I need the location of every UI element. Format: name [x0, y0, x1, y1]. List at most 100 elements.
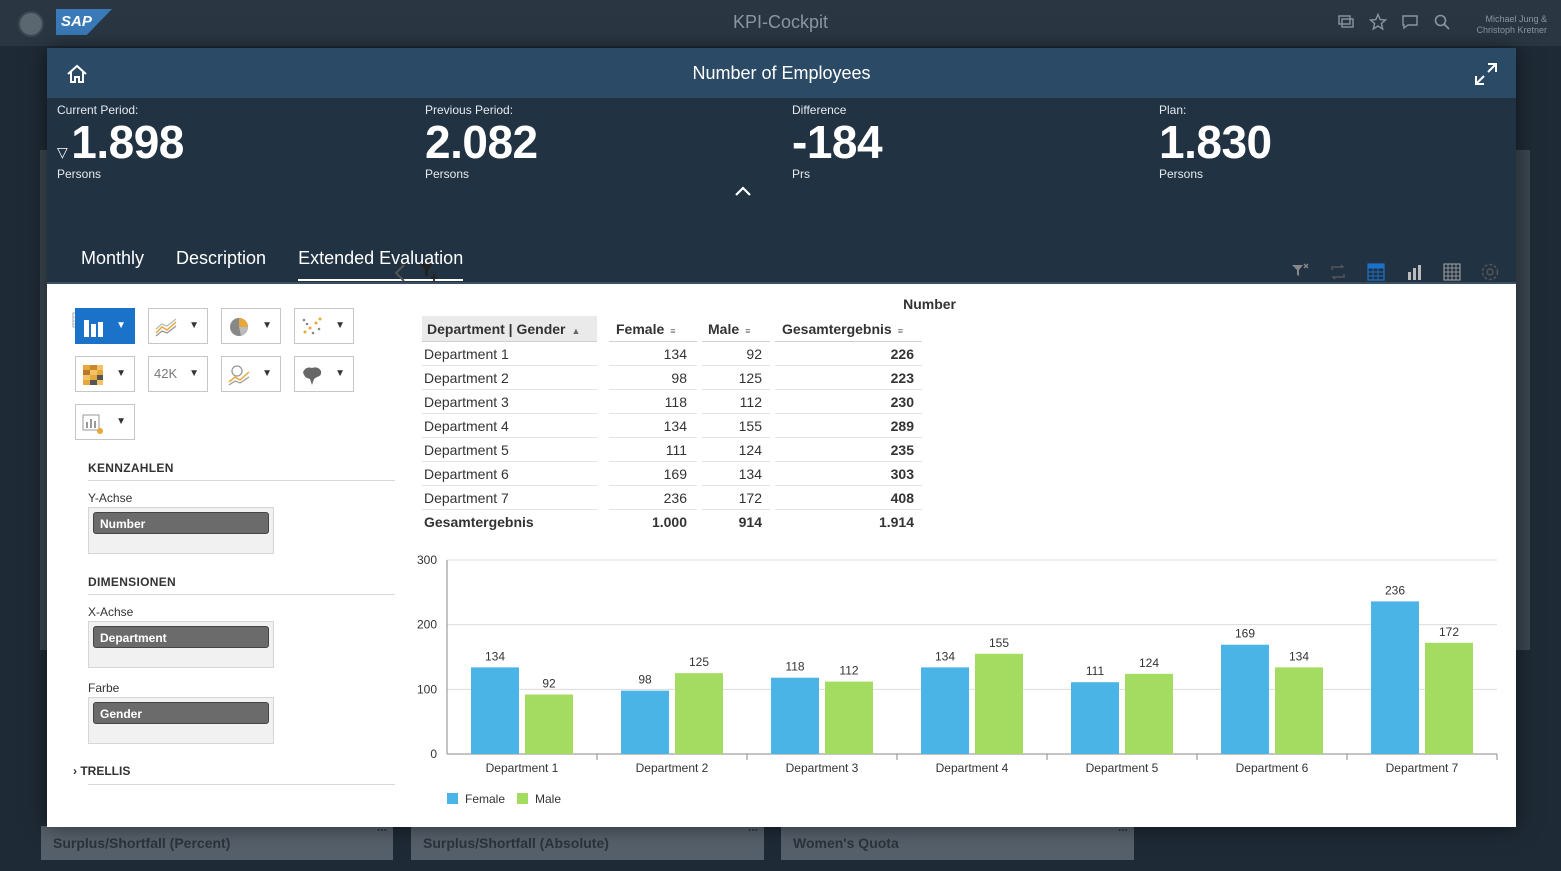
settings-gear-icon[interactable] [1480, 262, 1500, 282]
swap-axes-icon[interactable] [1328, 262, 1348, 282]
y-axis-field-pill[interactable]: Number [93, 512, 269, 534]
favorite-star-icon[interactable] [1369, 13, 1387, 31]
add-filter-icon[interactable] [419, 262, 439, 282]
chevron-right-icon: › [73, 764, 81, 778]
bar-male[interactable] [1425, 642, 1473, 754]
kpi-value: -184 [792, 116, 883, 168]
sort-icon[interactable]: ≡ [897, 326, 903, 336]
kpi-unit: Persons [57, 167, 102, 181]
bar-chart-type-button[interactable]: ▼ [75, 308, 135, 344]
cell-total: 226 [775, 342, 922, 366]
x-tick-label: Department 1 [486, 761, 559, 775]
cell-male: 92 [702, 342, 770, 366]
tab-extended-evaluation[interactable]: Extended Evaluation [298, 248, 464, 281]
chevron-down-icon: ▼ [335, 368, 345, 379]
bar-female[interactable] [1371, 601, 1419, 754]
column-header-department[interactable]: Department | Gender ▲ [422, 316, 597, 342]
row-label: Department 5 [422, 438, 597, 462]
background-card[interactable]: Surplus/Shortfall (Percent)... [41, 820, 393, 860]
trellis-expander[interactable]: › TRELLIS [73, 764, 130, 778]
column-header-male[interactable]: Male ≡ [702, 316, 770, 342]
cell-total: 223 [775, 366, 922, 390]
background-card[interactable]: Surplus/Shortfall (Absolute)... [411, 820, 764, 860]
legend-label[interactable]: Male [535, 792, 561, 806]
bar-female[interactable] [621, 690, 669, 754]
data-label: 155 [989, 636, 1009, 650]
color-field-pill[interactable]: Gender [93, 702, 269, 724]
kpi-tile-type-button[interactable]: 42K ▼ [148, 356, 208, 392]
combination-chart-type-button[interactable]: ▼ [221, 356, 281, 392]
legend-swatch[interactable] [447, 793, 458, 804]
avatar[interactable] [18, 11, 44, 37]
sort-icon[interactable]: ≡ [670, 326, 676, 336]
chart-toggle-icon[interactable] [1404, 262, 1424, 282]
x-axis-field-pill[interactable]: Department [93, 626, 269, 648]
kpi-label: Plan: [1159, 103, 1187, 117]
color-drop-zone[interactable]: Gender [88, 697, 274, 744]
kpi-plan[interactable]: Plan: 1.830 Persons [1159, 103, 1272, 181]
tab-description[interactable]: Description [176, 248, 267, 268]
clear-filter-icon[interactable] [1290, 262, 1310, 282]
bar-male[interactable] [675, 673, 723, 754]
bar-female[interactable] [921, 667, 969, 754]
chevron-left-icon[interactable] [393, 262, 407, 284]
more-icon[interactable]: ... [376, 820, 387, 834]
background-card[interactable]: Women's Quota... [781, 820, 1134, 860]
x-axis-drop-zone[interactable]: Department [88, 621, 274, 668]
pie-chart-type-button[interactable]: ▼ [221, 308, 281, 344]
custom-chart-icon [82, 414, 103, 434]
kpi-current-period[interactable]: Current Period: ▽1.898 Persons [57, 103, 184, 181]
scatter-chart-type-button[interactable]: ▼ [294, 308, 354, 344]
table-layout-icon[interactable] [1366, 262, 1386, 282]
more-icon[interactable]: ... [747, 820, 758, 834]
sap-logo[interactable]: SAP [56, 9, 112, 35]
feedback-icon[interactable] [1401, 13, 1419, 31]
expand-icon[interactable] [1474, 62, 1498, 86]
bar-female[interactable] [471, 667, 519, 754]
legend-label[interactable]: Female [465, 792, 505, 806]
kpi-difference[interactable]: Difference -184 Prs [792, 103, 883, 181]
heatmap-icon [83, 365, 103, 385]
bar-male[interactable] [975, 653, 1023, 754]
cell-female: 134 [609, 414, 697, 438]
row-label: Department 4 [422, 414, 597, 438]
sort-ascending-icon[interactable]: ▲ [571, 326, 581, 336]
bar-female[interactable] [1221, 644, 1269, 754]
grid-icon[interactable] [1442, 262, 1462, 282]
bar-male[interactable] [825, 681, 873, 754]
sort-icon[interactable]: ≡ [745, 326, 751, 336]
y-axis-drop-zone[interactable]: Number [88, 507, 274, 554]
bar-female[interactable] [1071, 682, 1119, 754]
trellis-label: TRELLIS [80, 764, 131, 778]
cell-total: 408 [775, 486, 922, 510]
bar-male[interactable] [1125, 673, 1173, 754]
notifications-icon[interactable] [1337, 13, 1355, 31]
column-header-female[interactable]: Female ≡ [609, 316, 697, 342]
chevron-down-icon: ▼ [116, 320, 126, 331]
kpi-unit: Persons [1159, 167, 1204, 181]
pie-chart-icon [230, 318, 249, 336]
geo-map-icon [303, 367, 322, 385]
kpi-header-area: Current Period: ▽1.898 Persons Previous … [47, 98, 1516, 284]
legend-swatch[interactable] [517, 793, 528, 804]
bar-male[interactable] [525, 694, 573, 754]
section-title-measures: KENNZAHLEN [88, 461, 174, 475]
data-label: 134 [485, 649, 505, 663]
y-axis-label: Y-Achse [88, 491, 133, 505]
bar-male[interactable] [1275, 667, 1323, 754]
data-label: 98 [638, 673, 652, 687]
column-header-total[interactable]: Gesamtergebnis ≡ [775, 316, 922, 342]
collapse-up-icon[interactable] [733, 184, 753, 198]
bar-female[interactable] [771, 677, 819, 754]
tab-monthly[interactable]: Monthly [81, 248, 145, 268]
map-chart-type-button[interactable]: ▼ [294, 356, 354, 392]
heatmap-chart-type-button[interactable]: ▼ [75, 356, 135, 392]
custom-chart-type-button[interactable]: ▼ [75, 404, 135, 440]
kpi-dialog: Number of Employees Current Period: ▽1.8… [47, 48, 1516, 827]
search-icon[interactable] [1433, 13, 1451, 31]
user-name[interactable]: Michael Jung & Christoph Kretner [1476, 14, 1547, 36]
kpi-previous-period[interactable]: Previous Period: 2.082 Persons [425, 103, 538, 181]
line-chart-type-button[interactable]: ▼ [148, 308, 208, 344]
more-icon[interactable]: ... [1117, 820, 1128, 834]
home-icon[interactable] [65, 62, 89, 86]
